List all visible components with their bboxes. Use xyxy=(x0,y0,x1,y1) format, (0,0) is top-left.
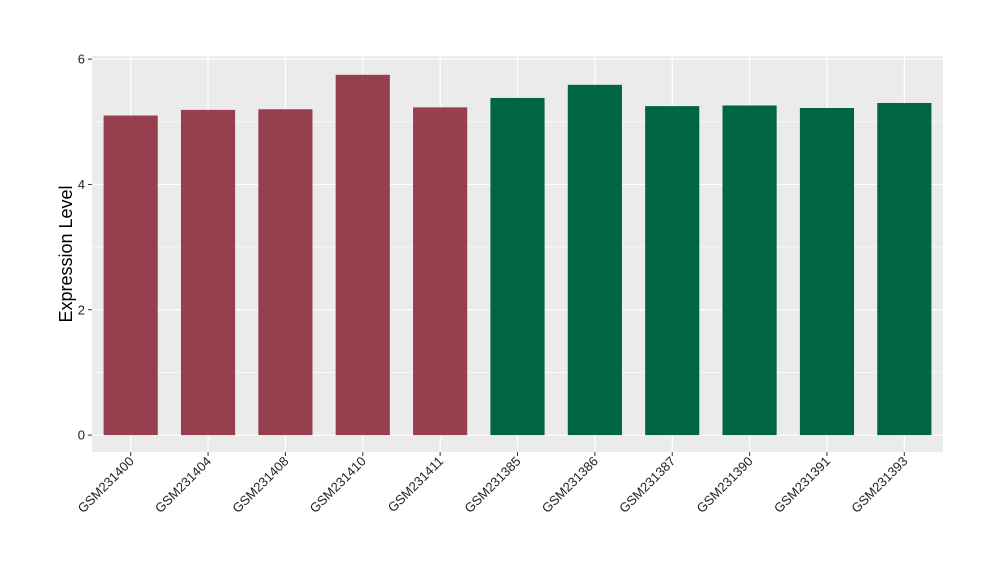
bar-GSM231411 xyxy=(413,107,468,436)
x-axis: GSM231400 GSM231404 GSM231408 GSM231410 GSM2… xyxy=(75,452,910,516)
x-tick-label: GSM231410 xyxy=(307,454,369,516)
y-tick-label: 0 xyxy=(78,428,85,443)
bar-GSM231400 xyxy=(103,115,158,436)
y-tick-label: 2 xyxy=(78,302,85,317)
y-tick-label: 6 xyxy=(78,52,85,67)
x-tick-label: GSM231390 xyxy=(693,454,755,516)
y-axis-title: Expression Level xyxy=(56,185,76,322)
x-tick-label: GSM231404 xyxy=(152,454,214,516)
bar-GSM231386 xyxy=(567,84,622,436)
bar-GSM231385 xyxy=(490,97,545,436)
x-tick-label: GSM231411 xyxy=(385,454,447,516)
bar-GSM231393 xyxy=(877,102,932,436)
x-tick-label: GSM231393 xyxy=(848,454,910,516)
bar-GSM231410 xyxy=(335,74,390,436)
x-tick-label: GSM231391 xyxy=(771,454,833,516)
x-tick-label: GSM231387 xyxy=(616,454,678,516)
bar-GSM231391 xyxy=(799,108,855,436)
x-tick-label: GSM231386 xyxy=(539,454,601,516)
y-axis: 0 2 4 6 xyxy=(78,52,92,443)
bar-GSM231404 xyxy=(180,109,236,436)
y-tick-label: 4 xyxy=(78,177,85,192)
bar-GSM231390 xyxy=(722,105,777,436)
x-tick-label: GSM231400 xyxy=(75,454,137,516)
bar-GSM231387 xyxy=(645,106,700,436)
x-tick-label: GSM231408 xyxy=(229,454,291,516)
bar-GSM231408 xyxy=(258,109,313,436)
bars xyxy=(103,74,932,436)
x-tick-label: GSM231385 xyxy=(461,454,523,516)
